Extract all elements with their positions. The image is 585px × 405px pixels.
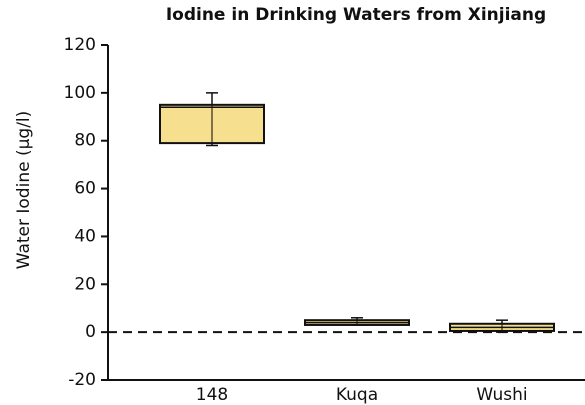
x-tick-label: Wushi: [476, 385, 527, 405]
y-tick-label: -20: [68, 370, 96, 390]
y-tick-label: 60: [74, 179, 96, 199]
y-tick-label: 80: [74, 131, 96, 151]
y-tick-label: 40: [74, 226, 96, 246]
x-tick-label: Kuqa: [336, 385, 378, 405]
y-tick-label: 20: [74, 274, 96, 294]
y-tick-label: 100: [64, 83, 96, 103]
y-tick-label: 120: [64, 35, 96, 55]
y-tick-label: 0: [85, 322, 96, 342]
chart-title: Iodine in Drinking Waters from Xinjiang: [166, 5, 546, 25]
y-axis-label: Water Iodine (µg/l): [14, 111, 34, 270]
x-tick-label: 148: [196, 385, 228, 405]
